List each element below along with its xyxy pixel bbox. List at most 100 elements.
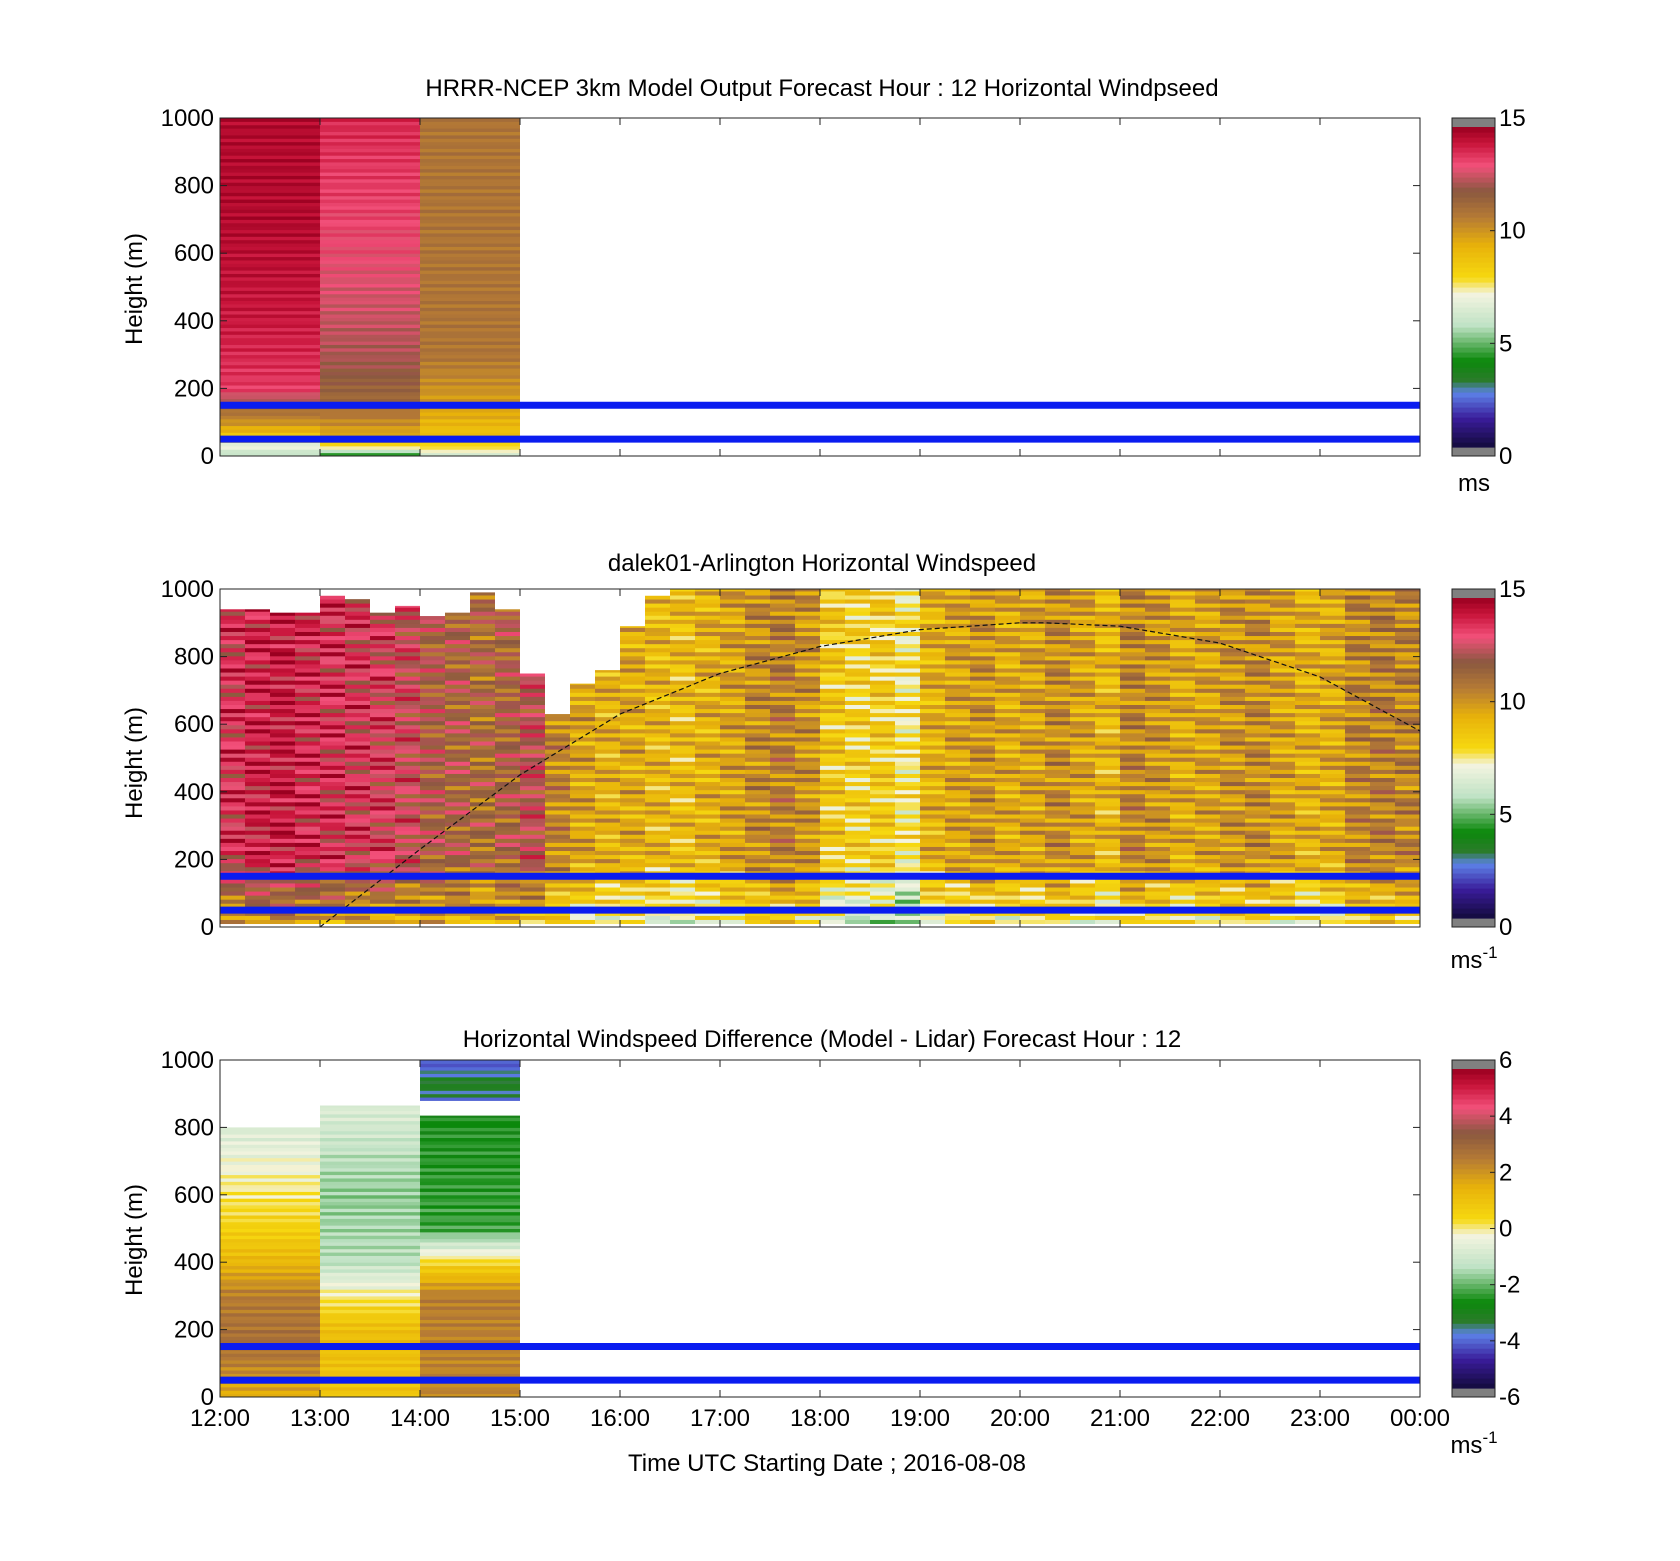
heatmap-cell	[620, 749, 645, 754]
heatmap-cell	[270, 712, 295, 718]
heatmap-cell	[645, 603, 670, 608]
heatmap-cell	[1395, 615, 1420, 620]
heatmap-cell	[345, 668, 370, 673]
heatmap-cell	[320, 422, 420, 427]
heatmap-cell	[470, 919, 495, 925]
heatmap-cell	[520, 785, 545, 791]
heatmap-cell	[320, 708, 345, 714]
heatmap-cell	[1095, 822, 1120, 827]
heatmap-cell	[770, 846, 795, 852]
heatmap-cell	[1095, 668, 1120, 673]
heatmap-cell	[945, 664, 970, 669]
heatmap-cell	[770, 810, 795, 815]
heatmap-cell	[920, 793, 945, 799]
heatmap-cell	[1145, 838, 1170, 843]
heatmap-cell	[1045, 745, 1070, 750]
heatmap-cell	[1295, 591, 1320, 596]
heatmap-cell	[870, 749, 895, 754]
heatmap-cell	[845, 822, 870, 827]
heatmap-cell	[720, 830, 745, 835]
heatmap-cell	[320, 330, 420, 335]
colorbar-band	[1452, 1243, 1495, 1250]
heatmap-cell	[845, 773, 870, 779]
heatmap-cell	[845, 919, 870, 925]
heatmap-cell	[795, 664, 820, 669]
heatmap-cell	[795, 797, 820, 803]
heatmap-cell	[220, 676, 245, 681]
heatmap-cell	[395, 684, 420, 689]
heatmap-cell	[220, 270, 320, 274]
heatmap-cell	[870, 716, 895, 722]
heatmap-cell	[945, 651, 970, 657]
heatmap-cell	[970, 862, 995, 868]
heatmap-cell	[420, 290, 520, 295]
heatmap-cell	[1270, 850, 1295, 856]
heatmap-cell	[870, 651, 895, 657]
heatmap-cell	[1095, 773, 1120, 779]
heatmap-cell	[1070, 724, 1095, 730]
heatmap-cell	[695, 903, 720, 908]
heatmap-cell	[520, 704, 545, 710]
heatmap-cell	[345, 720, 370, 726]
heatmap-cell	[420, 175, 520, 180]
heatmap-cell	[1345, 789, 1370, 795]
heatmap-cell	[745, 842, 770, 847]
heatmap-cell	[870, 826, 895, 831]
heatmap-cell	[420, 838, 445, 843]
heatmap-cell	[745, 589, 770, 592]
heatmap-cell	[1120, 826, 1145, 831]
heatmap-cell	[245, 895, 270, 900]
heatmap-cell	[670, 850, 695, 856]
heatmap-cell	[495, 854, 520, 860]
heatmap-cell	[1370, 589, 1395, 592]
heatmap-cell	[1295, 680, 1320, 685]
heatmap-cell	[395, 619, 420, 624]
heatmap-cell	[320, 1319, 420, 1324]
colorbar-tick-label: -4	[1499, 1328, 1520, 1355]
heatmap-cell	[220, 724, 245, 730]
heatmap-cell	[1270, 781, 1295, 787]
heatmap-cell	[1145, 611, 1170, 616]
heatmap-cell	[1220, 696, 1245, 701]
heatmap-cell	[645, 903, 670, 908]
colorbar-band	[1452, 653, 1495, 659]
heatmap-cell	[395, 720, 420, 726]
heatmap-cell	[1270, 603, 1295, 608]
heatmap-cell	[545, 745, 570, 750]
heatmap-cell	[770, 915, 795, 920]
heatmap-cell	[1220, 692, 1245, 697]
colorbar-band	[1452, 623, 1495, 629]
heatmap-cell	[820, 696, 845, 701]
heatmap-cell	[1170, 801, 1195, 807]
heatmap-cell	[220, 1127, 320, 1132]
heatmap-cell	[570, 683, 595, 685]
heatmap-cell	[320, 1208, 420, 1213]
heatmap-cell	[1320, 651, 1345, 657]
heatmap-cell	[970, 619, 995, 624]
heatmap-cell	[320, 368, 420, 372]
heatmap-cell	[745, 659, 770, 665]
colorbar-band	[1452, 157, 1495, 163]
heatmap-cell	[220, 688, 245, 693]
heatmap-cell	[220, 1312, 320, 1317]
heatmap-cell	[595, 810, 620, 815]
colorbar-band	[1452, 202, 1495, 208]
heatmap-cell	[320, 1258, 420, 1263]
heatmap-cell	[295, 805, 320, 811]
heatmap-cell	[1345, 866, 1370, 872]
colorbar-band	[1452, 1323, 1495, 1329]
heatmap-cell	[420, 659, 445, 665]
heatmap-cell	[320, 320, 420, 325]
heatmap-cell	[1070, 627, 1095, 632]
heatmap-cell	[645, 834, 670, 839]
heatmap-cell	[845, 607, 870, 612]
heatmap-cell	[1220, 631, 1245, 637]
heatmap-cell	[220, 858, 245, 864]
heatmap-cell	[395, 635, 420, 641]
heatmap-cell	[420, 1134, 520, 1139]
heatmap-cell	[320, 854, 345, 860]
heatmap-cell	[320, 769, 345, 774]
heatmap-cell	[1170, 761, 1195, 766]
colorbar-tick-label: 0	[1499, 914, 1512, 941]
heatmap-cell	[795, 899, 820, 904]
